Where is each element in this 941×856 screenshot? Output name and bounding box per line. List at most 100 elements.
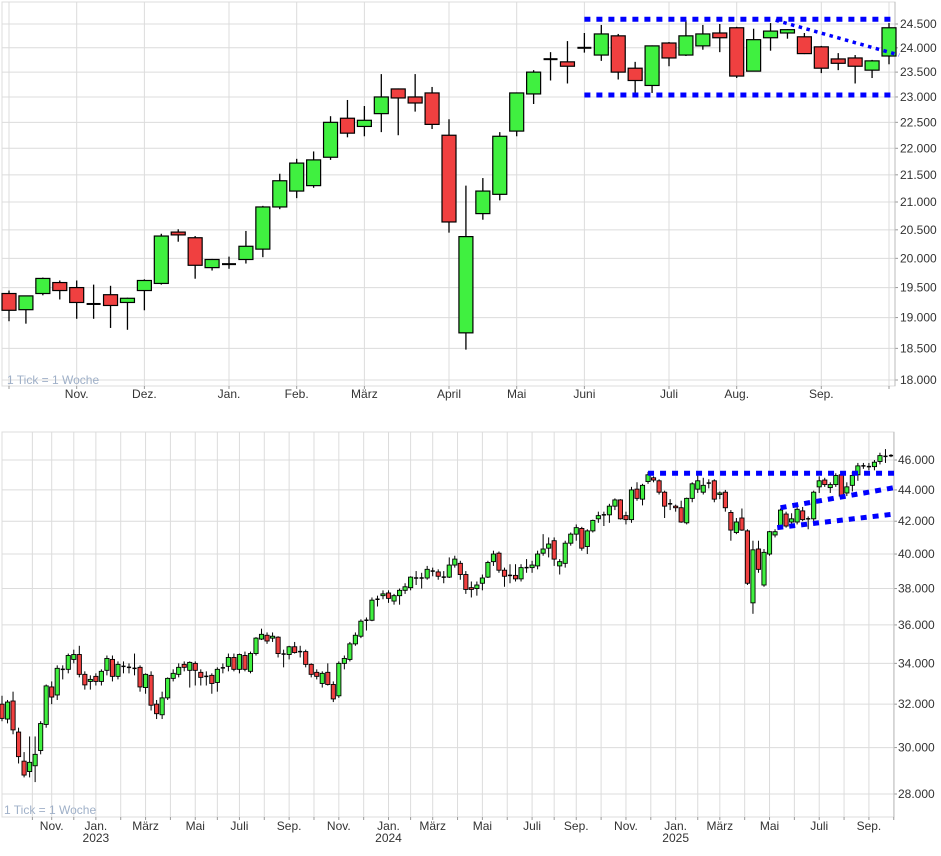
candle xyxy=(712,24,728,53)
candle-body-up xyxy=(584,530,590,547)
candle xyxy=(540,534,546,556)
candle xyxy=(397,588,403,605)
x-tick-label: Nov. xyxy=(65,387,89,401)
y-tick-label: 20.000 xyxy=(900,251,937,265)
candle-body-up xyxy=(689,483,695,499)
candle xyxy=(463,571,469,594)
candle-body-up xyxy=(518,567,524,580)
candle xyxy=(746,28,762,72)
candle-body-up xyxy=(356,119,372,128)
candle xyxy=(762,23,779,51)
y-tick-label: 19.000 xyxy=(900,311,937,325)
candle-body-up xyxy=(286,646,292,655)
candle xyxy=(557,559,563,575)
y-tick-label: 19.500 xyxy=(900,281,937,295)
candle-body-down xyxy=(457,562,463,575)
candle xyxy=(373,74,389,133)
x-tick-label: Jan. xyxy=(85,819,108,833)
interval-note: 1 Tick = 1 Woche xyxy=(4,803,96,817)
candle-body-down xyxy=(496,552,502,571)
candle xyxy=(617,499,623,520)
candle xyxy=(82,671,88,690)
candle xyxy=(407,74,423,112)
candle-body-up xyxy=(789,518,795,523)
candle-body-down xyxy=(468,587,474,590)
candle-body-up xyxy=(849,475,855,486)
candle xyxy=(352,632,358,646)
candle-body-up xyxy=(452,558,458,566)
candle xyxy=(783,511,789,528)
x-tick-label: Juli xyxy=(660,387,678,401)
candle xyxy=(535,550,541,570)
candle-body-up xyxy=(811,491,817,520)
x-year-label: 2023 xyxy=(83,831,110,845)
candle xyxy=(526,70,542,105)
candle xyxy=(247,651,254,674)
candle-body-down xyxy=(308,663,314,675)
y-tick-label: 28.000 xyxy=(898,787,935,801)
candle xyxy=(584,529,590,555)
candle-body-up xyxy=(270,635,276,639)
x-year-label: 2025 xyxy=(662,831,689,845)
candle xyxy=(457,560,463,580)
candle xyxy=(678,20,694,57)
candle-body-up xyxy=(43,685,49,725)
candle xyxy=(700,477,706,495)
candle-body-up xyxy=(684,497,690,524)
candle-body-up xyxy=(864,60,880,71)
candle-body-up xyxy=(289,162,305,192)
candle xyxy=(272,173,288,210)
candle xyxy=(10,691,16,735)
candle xyxy=(198,669,204,686)
candle-body-up xyxy=(794,508,800,523)
candle xyxy=(214,667,220,692)
candle xyxy=(231,653,237,672)
candle-body-up xyxy=(247,653,254,672)
candle xyxy=(154,699,160,720)
candle-body-up xyxy=(606,505,612,516)
x-tick-label: Dez. xyxy=(132,387,157,401)
candle xyxy=(883,449,888,463)
candle-body-down xyxy=(579,528,585,549)
candle-body-down xyxy=(325,671,331,685)
candle xyxy=(661,42,677,67)
candle-body-down xyxy=(330,684,336,700)
candle xyxy=(551,537,557,566)
candle-body-up xyxy=(833,475,839,486)
candle-body-down xyxy=(463,574,469,590)
candle-body-down xyxy=(441,134,457,223)
candle xyxy=(689,482,695,503)
candle-body-down xyxy=(52,281,68,292)
x-tick-label: Mai xyxy=(760,819,779,833)
candle-body-up xyxy=(612,499,618,507)
x-tick-label: Jan. xyxy=(218,387,241,401)
candle-body-up xyxy=(424,568,430,579)
candle-body-up xyxy=(143,673,149,688)
candle-body-up xyxy=(474,584,480,589)
y-tick-label: 40.000 xyxy=(898,547,935,561)
candle-body-up xyxy=(408,576,414,589)
candle xyxy=(258,628,265,641)
candle xyxy=(766,530,773,556)
y-tick-label: 22.000 xyxy=(900,141,937,155)
candle xyxy=(806,516,811,530)
candle xyxy=(644,45,660,93)
candle xyxy=(35,277,51,296)
candle-body-down xyxy=(69,286,85,304)
candle xyxy=(485,560,491,579)
candle xyxy=(306,151,322,188)
x-tick-label: Aug. xyxy=(724,387,749,401)
candle-body-up xyxy=(562,542,568,564)
candle-body-up xyxy=(595,515,601,520)
candle-body-down xyxy=(796,36,812,55)
candle-body-up xyxy=(590,519,596,532)
candle xyxy=(69,280,85,319)
candle-body-up xyxy=(485,562,491,578)
candle-body-up xyxy=(204,258,220,269)
candle-body-up xyxy=(746,39,762,72)
x-tick-label: Jan. xyxy=(664,819,687,833)
x-tick-label: März xyxy=(706,819,733,833)
x-tick-label: Sep. xyxy=(857,819,882,833)
candle-body-up xyxy=(877,455,883,462)
candle-body-up xyxy=(446,564,452,578)
